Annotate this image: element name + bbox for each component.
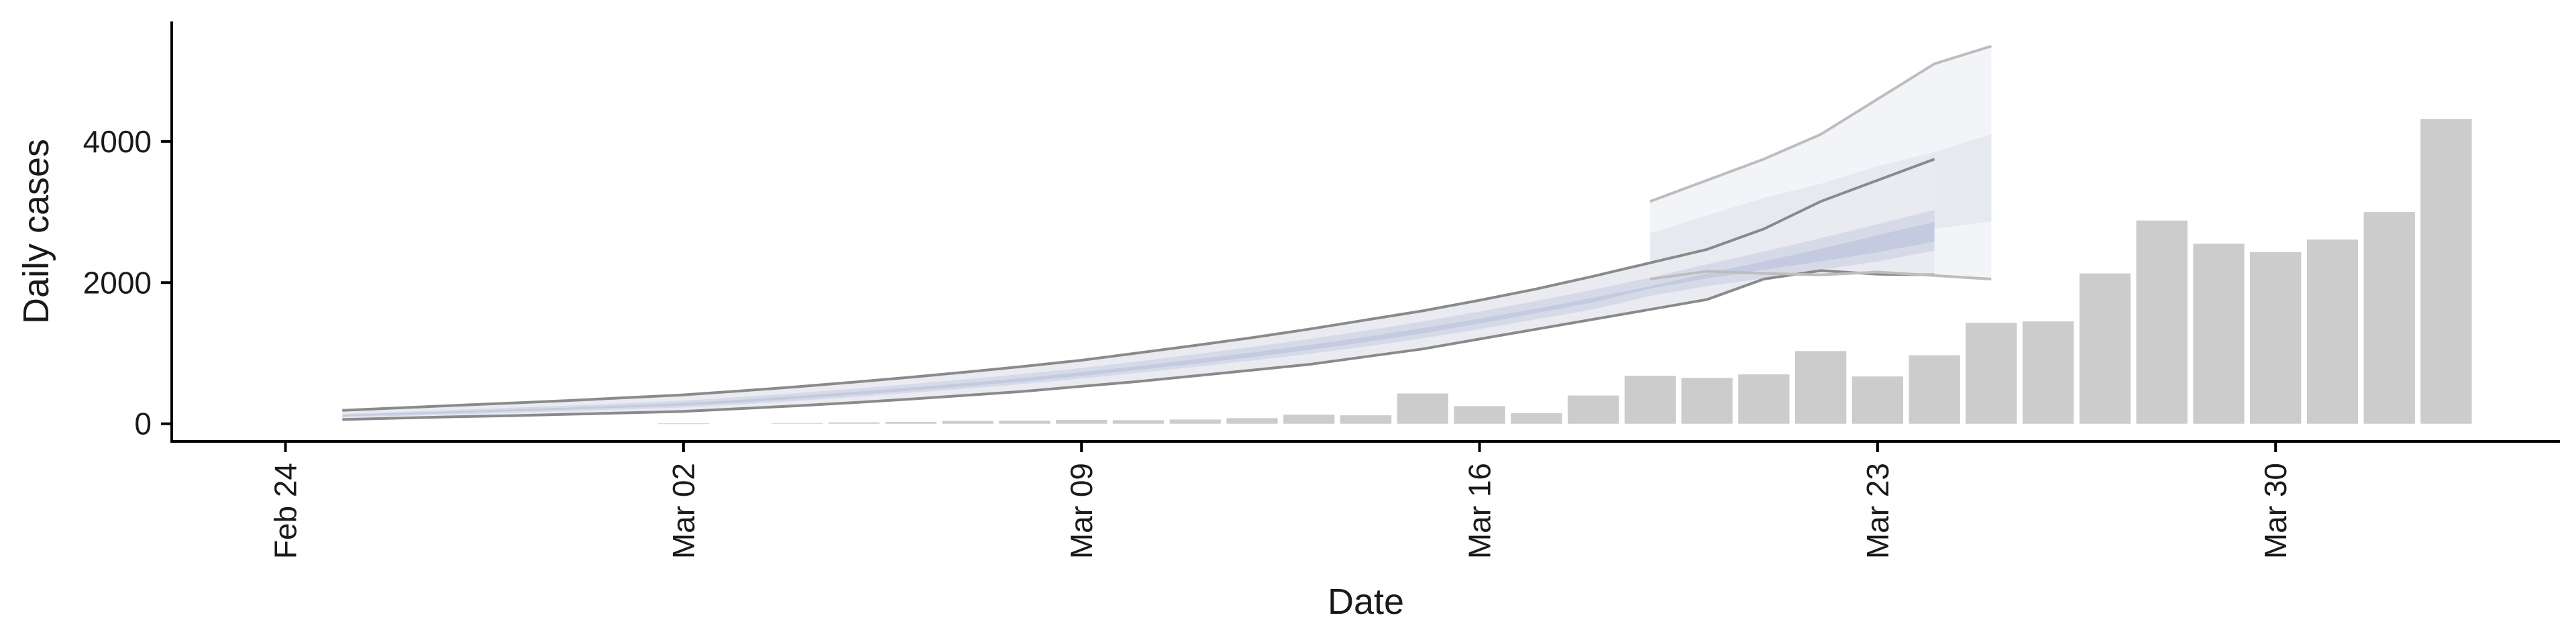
bar-2020-03-27	[2079, 273, 2131, 424]
bar-2020-03-16	[1454, 406, 1505, 424]
x-axis-title: Date	[1328, 582, 1404, 622]
bar-2020-03-11	[1169, 419, 1221, 424]
bar-2020-03-10	[1112, 420, 1165, 424]
bar-2020-03-24	[1909, 355, 1960, 424]
x-tick-label: Feb 24	[268, 463, 303, 559]
bar-2020-03-19	[1624, 376, 1676, 424]
bar-2020-04-02	[2420, 119, 2472, 424]
bar-2020-03-13	[1283, 415, 1335, 424]
forecast-middle-band	[1650, 134, 1992, 264]
bar-2020-03-28	[2136, 220, 2188, 424]
bar-2020-03-05	[828, 422, 880, 424]
bar-2020-03-22	[1795, 351, 1847, 424]
axes	[170, 21, 2560, 443]
bar-2020-03-17	[1511, 413, 1562, 424]
x-tick-label: Mar 30	[2258, 463, 2293, 559]
x-tick-label: Mar 23	[1860, 463, 1895, 559]
forecast-upper-line	[1650, 44, 1992, 203]
outer-band-upper-line	[342, 158, 1935, 412]
bar-2020-03-23	[1851, 376, 1903, 424]
x-ticks: Feb 24 Mar 02 Mar 09 Mar 16 Mar 23 Mar 30	[268, 441, 2293, 559]
x-tick-label: Mar 02	[666, 463, 701, 559]
bar-2020-03-06	[885, 422, 937, 424]
nowcast-bands	[342, 159, 1935, 420]
bar-2020-03-21	[1738, 374, 1790, 424]
bar-2020-03-31	[2306, 239, 2359, 424]
bar-2020-03-08	[999, 421, 1051, 424]
bar-2020-03-14	[1340, 415, 1392, 424]
bar-2020-03-04	[771, 423, 823, 424]
y-tick-label: 0	[134, 407, 152, 441]
forecast-lower-line	[1650, 270, 1992, 280]
outer-band-lower-line	[342, 269, 1935, 421]
bar-2020-03-02	[657, 423, 709, 425]
bar-2020-03-07	[942, 421, 994, 424]
bar-2020-04-01	[2363, 212, 2415, 424]
y-axis-title: Daily cases	[16, 139, 56, 324]
bar-2020-03-26	[2023, 321, 2074, 424]
bar-2020-03-18	[1567, 395, 1619, 424]
x-tick-label: Mar 09	[1064, 463, 1099, 559]
bar-2020-03-30	[2250, 252, 2302, 424]
y-ticks: 0 2000 4000	[83, 124, 172, 441]
y-tick-label: 2000	[83, 265, 152, 300]
bar-2020-03-20	[1681, 378, 1733, 424]
bar-2020-03-29	[2193, 244, 2245, 424]
band-outlines	[342, 44, 1992, 421]
x-tick-label: Mar 16	[1462, 463, 1497, 559]
bar-2020-03-09	[1056, 419, 1108, 424]
bar-2020-03-25	[1966, 323, 2017, 424]
bar-2020-03-15	[1397, 393, 1448, 424]
bar-2020-03-12	[1226, 418, 1278, 424]
case-bars	[657, 119, 2472, 425]
y-tick-label: 4000	[83, 124, 152, 159]
